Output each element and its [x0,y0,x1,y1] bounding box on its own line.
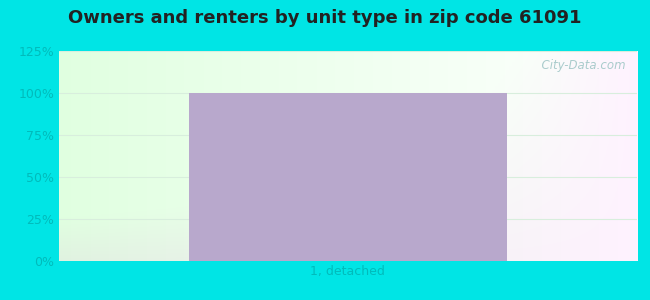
Bar [188,93,507,261]
Text: Owners and renters by unit type in zip code 61091: Owners and renters by unit type in zip c… [68,9,582,27]
Text: City-Data.com: City-Data.com [534,59,625,72]
